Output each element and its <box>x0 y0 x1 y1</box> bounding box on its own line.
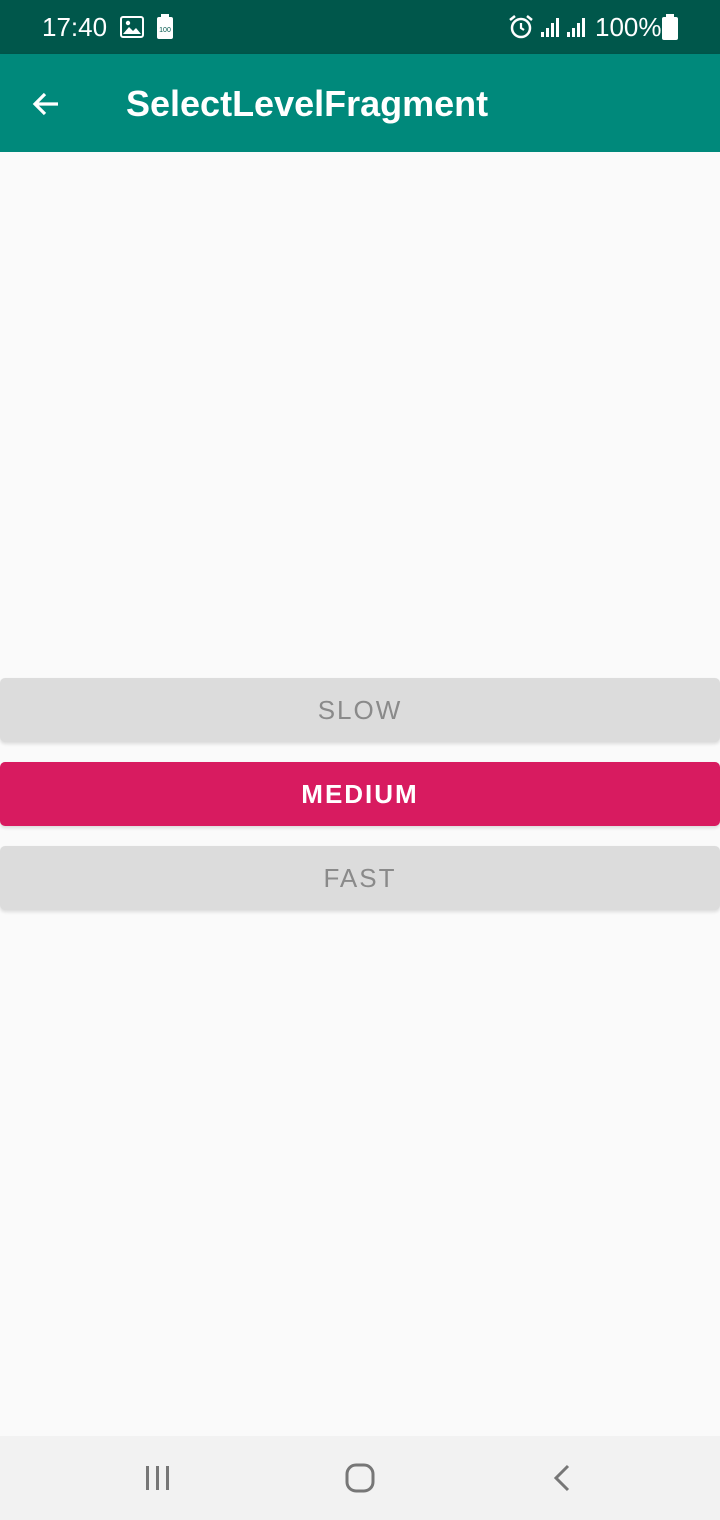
medium-level-button[interactable]: MEDIUM <box>0 762 720 826</box>
status-bar: 17:40 100 <box>0 0 720 54</box>
back-chevron-icon[interactable] <box>532 1456 592 1500</box>
page-title: SelectLevelFragment <box>126 83 489 124</box>
slow-level-button[interactable]: SLOW <box>0 678 720 742</box>
signal-icon <box>540 16 562 43</box>
alarm-icon <box>508 14 534 45</box>
svg-text:100: 100 <box>159 27 171 34</box>
app-bar: SelectLevelFragment <box>0 54 720 152</box>
image-icon <box>120 16 144 43</box>
battery-saver-icon: 100 <box>156 14 174 45</box>
recents-icon[interactable] <box>128 1456 188 1500</box>
navigation-bar <box>0 1436 720 1520</box>
home-icon[interactable] <box>330 1456 390 1500</box>
fast-level-button[interactable]: FAST <box>0 846 720 910</box>
battery-percent: 100% <box>595 12 662 42</box>
battery-icon <box>662 14 678 45</box>
status-time: 17:40 <box>42 12 108 42</box>
arrow-back-icon[interactable] <box>22 80 70 128</box>
level-selection-content: SLOW MEDIUM FAST <box>0 152 720 1436</box>
signal-icon <box>566 16 588 43</box>
